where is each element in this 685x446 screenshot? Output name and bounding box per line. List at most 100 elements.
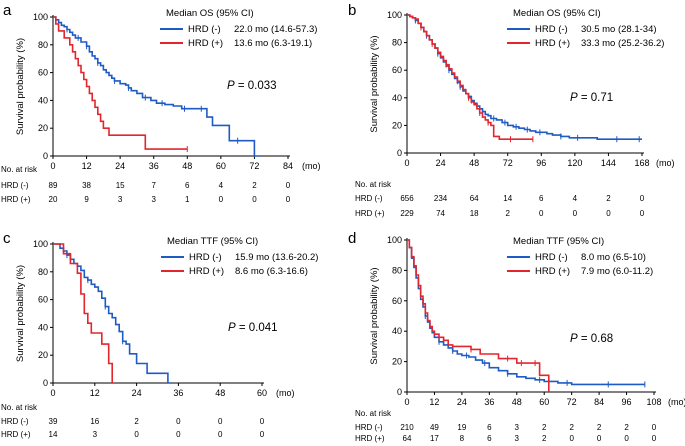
y-tick-label: 100 <box>387 10 402 20</box>
x-axis-unit: (mo) <box>276 388 295 398</box>
legend-title: Median OS (95% CI) <box>513 8 601 19</box>
risk-count: 38 <box>82 181 91 190</box>
risk-count: 4 <box>219 181 224 190</box>
y-tick-label: 100 <box>33 12 48 22</box>
y-axis-title: Survival probability (%) <box>15 265 26 362</box>
legend-title: Median OS (95% CI) <box>166 8 254 19</box>
y-tick-label: 20 <box>38 350 48 360</box>
y-tick-label: 40 <box>392 326 402 336</box>
risk-row-label: HRD (+) <box>1 430 31 439</box>
legend-estimate: 33.3 mo (25.2-36.2) <box>581 38 664 49</box>
risk-count: 0 <box>252 195 257 204</box>
y-tick-label: 100 <box>33 239 48 249</box>
risk-count: 4 <box>573 194 578 203</box>
p-value-symbol: P <box>227 80 235 92</box>
risk-row-label: HRD (+) <box>355 434 385 443</box>
x-tick-label: 60 <box>216 161 226 171</box>
risk-count: 2 <box>624 423 629 432</box>
p-value-number: = 0.68 <box>578 333 614 345</box>
p-value: P = 0.041 <box>228 322 278 334</box>
legend-label: HRD (+) <box>188 38 223 49</box>
legend-estimate: 8.0 mo (6.5-10) <box>581 252 646 263</box>
risk-count: 229 <box>400 209 414 218</box>
y-axis-title: Survival probability (%) <box>369 35 380 132</box>
x-tick-label: 72 <box>567 397 577 407</box>
p-value-symbol: P <box>570 92 578 104</box>
risk-count: 16 <box>90 417 99 426</box>
km-curve-hrd-neg <box>53 243 172 384</box>
risk-count: 0 <box>219 195 224 204</box>
risk-count: 0 <box>539 209 544 218</box>
risk-count: 0 <box>573 209 578 218</box>
risk-count: 0 <box>286 195 291 204</box>
risk-row-label: HRD (-) <box>1 417 29 426</box>
x-tick-label: 36 <box>149 161 159 171</box>
legend-label: HRD (-) <box>535 24 568 35</box>
legend-title: Median TTF (95% CI) <box>513 236 604 247</box>
y-tick-label: 60 <box>38 295 48 305</box>
risk-table-header: No. at risk <box>1 403 38 412</box>
risk-count: 2 <box>252 181 257 190</box>
x-tick-label: 96 <box>536 158 546 168</box>
x-tick-label: 60 <box>257 388 267 398</box>
risk-count: 0 <box>286 181 291 190</box>
x-tick-label: 72 <box>503 158 513 168</box>
x-axis-unit: (mo) <box>656 158 675 168</box>
legend-estimate: 8.6 mo (6.3-16.6) <box>235 266 308 277</box>
risk-table-header: No. at risk <box>355 409 392 418</box>
risk-count: 6 <box>185 181 190 190</box>
risk-count: 0 <box>260 430 265 439</box>
km-curve-hrd-pos <box>53 243 113 383</box>
risk-count: 39 <box>49 417 58 426</box>
km-curve-hrd-pos <box>407 14 533 140</box>
p-value: P = 0.68 <box>570 333 613 345</box>
x-tick-label: 0 <box>404 158 409 168</box>
x-axis-unit: (mo) <box>668 397 685 407</box>
x-tick-label: 144 <box>601 158 616 168</box>
risk-count: 0 <box>218 430 223 439</box>
risk-count: 2 <box>597 423 602 432</box>
risk-count: 656 <box>400 194 414 203</box>
legend-estimate: 30.5 mo (28.1-34) <box>581 24 657 35</box>
risk-count: 0 <box>624 434 629 443</box>
y-tick-label: 80 <box>392 265 402 275</box>
legend-estimate: 13.6 mo (6.3-19.1) <box>234 38 312 49</box>
y-tick-label: 60 <box>38 68 48 78</box>
y-tick-label: 80 <box>38 40 48 50</box>
risk-count: 15 <box>116 181 125 190</box>
risk-count: 0 <box>640 194 645 203</box>
legend-estimate: 7.9 mo (6.0-11.2) <box>581 266 653 277</box>
legend-label: HRD (+) <box>189 266 224 277</box>
risk-count: 64 <box>470 194 479 203</box>
y-axis-title: Survival probability (%) <box>369 267 380 364</box>
risk-count: 0 <box>134 430 139 439</box>
y-tick-label: 0 <box>397 387 402 397</box>
panel-letter: d <box>348 230 356 247</box>
x-tick-label: 72 <box>249 161 259 171</box>
y-tick-label: 0 <box>43 378 48 388</box>
risk-count: 6 <box>539 194 544 203</box>
km-curve-hrd-pos <box>53 16 188 150</box>
legend-estimate: 22.0 mo (14.6-57.3) <box>234 24 317 35</box>
risk-table-header: No. at risk <box>1 165 38 174</box>
risk-count: 18 <box>470 209 479 218</box>
y-tick-label: 20 <box>392 120 402 130</box>
y-tick-label: 80 <box>38 267 48 277</box>
p-value: P = 0.71 <box>570 92 613 104</box>
x-tick-label: 0 <box>50 161 55 171</box>
legend-label: HRD (+) <box>535 38 570 49</box>
risk-count: 64 <box>403 434 412 443</box>
risk-count: 9 <box>84 195 89 204</box>
x-tick-label: 36 <box>484 397 494 407</box>
x-tick-label: 168 <box>634 158 649 168</box>
risk-count: 89 <box>49 181 58 190</box>
risk-count: 0 <box>569 434 574 443</box>
y-tick-label: 20 <box>38 123 48 133</box>
x-tick-label: 96 <box>622 397 632 407</box>
km-curve-hrd-pos <box>407 239 550 392</box>
risk-count: 3 <box>151 195 156 204</box>
risk-count: 17 <box>430 434 439 443</box>
